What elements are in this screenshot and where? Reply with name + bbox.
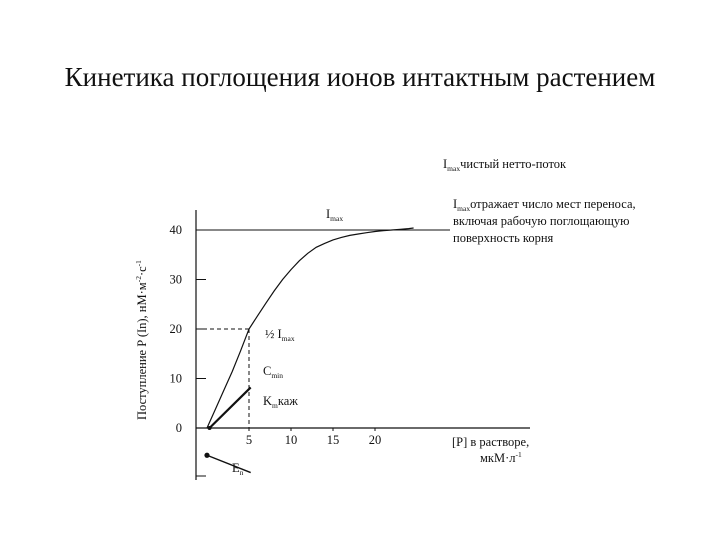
chart-title: Кинетика поглощения ионов интактным раст…	[64, 62, 656, 92]
x-tick-label: 20	[369, 433, 382, 447]
imax-note-line-2: включая рабочую поглощающую	[453, 214, 630, 228]
y-tick-label: 20	[170, 322, 183, 336]
y-axis-label-mid: ·с	[135, 266, 149, 276]
y-tick-label: 30	[170, 273, 183, 287]
cmin-annotation: Cmin	[263, 364, 283, 380]
y-axis-label: Поступление P (In), нМ·м-2·с-1	[134, 260, 149, 420]
en-pointer-line	[206, 454, 251, 474]
y-axis-label-main: Поступление P (In), нМ·м	[135, 282, 149, 420]
x-tick-label: 15	[327, 433, 340, 447]
x-axis-unit: мкМ·л-1	[480, 450, 522, 465]
x-axis-unit-sup: -1	[516, 450, 522, 459]
y-tick-label: 10	[170, 372, 183, 386]
imax-note-line-3: поверхность корня	[453, 231, 554, 245]
cmin-point	[207, 426, 212, 430]
x-axis-label: [P] в растворе,	[452, 435, 529, 449]
y-tick-label: 40	[170, 223, 183, 237]
half-imax-annotation: ½ Imax	[265, 327, 295, 343]
en-point	[204, 452, 210, 458]
imax-note-line-1: Imaxотражает число мест переноса,	[453, 197, 636, 213]
km-annotation: Kmкаж	[263, 394, 298, 410]
x-tick-label: 10	[285, 433, 298, 447]
imax-line-annotation: Imax	[326, 207, 343, 223]
y-axis-label-sup-2: -1	[134, 260, 143, 266]
x-tick-label: 5	[246, 433, 252, 447]
en-annotation: En	[232, 461, 244, 477]
y-axis-label-sup-1: -2	[134, 276, 143, 282]
cmin-pointer-line	[208, 386, 252, 429]
uptake-curve	[206, 227, 414, 429]
ticks-group: 0 10 20 30 40 5 10 15 20	[170, 223, 382, 477]
imax-top-annotation: Imaxчистый нетто-поток	[443, 157, 567, 173]
y-tick-label: 0	[176, 421, 182, 435]
x-axis-unit-main: мкМ·л	[480, 451, 516, 465]
